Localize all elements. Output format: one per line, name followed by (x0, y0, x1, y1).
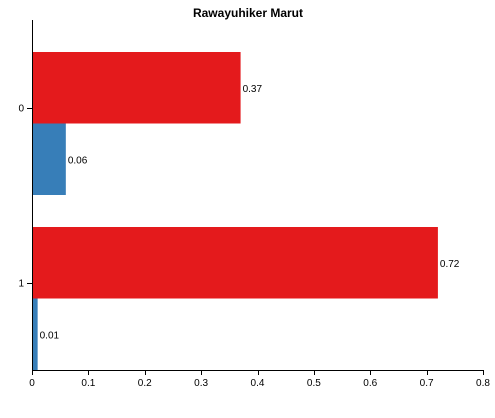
data-label-series1-cat-1: 0.01 (40, 330, 60, 341)
axes-layer (32, 20, 483, 371)
x-tick-label: 0.5 (307, 378, 321, 389)
y-tick-label-0: 0 (18, 104, 24, 115)
y-axis-ticks: 01 (18, 104, 32, 290)
bars-layer (32, 52, 438, 370)
bar-series0-cat-0 (32, 52, 241, 124)
x-tick-label: 0.1 (81, 378, 95, 389)
x-tick-label: 0.7 (420, 378, 434, 389)
x-tick-label: 0.6 (363, 378, 377, 389)
bar-series1-cat-0 (32, 123, 66, 195)
x-axis-ticks: 0 0.1 0.2 0.3 0.4 0.5 0.6 0.7 0.8 (29, 370, 490, 389)
bar-series1-cat-1 (32, 298, 38, 370)
data-labels-layer: 0.37 0.06 0.72 0.01 (40, 84, 460, 342)
x-tick-label: 0.4 (251, 378, 265, 389)
x-tick-label: 0 (29, 378, 35, 389)
x-tick-label: 0.2 (138, 378, 152, 389)
chart-title: Rawayuhiker Marut (193, 6, 303, 20)
x-tick-label: 0.3 (194, 378, 208, 389)
y-tick-label-1: 1 (18, 279, 24, 290)
data-label-series1-cat-0: 0.06 (68, 155, 88, 166)
data-label-series0-cat-0: 0.37 (243, 84, 263, 95)
x-tick-label: 0.8 (476, 378, 490, 389)
bar-series0-cat-1 (32, 227, 438, 299)
data-label-series0-cat-1: 0.72 (440, 259, 460, 270)
